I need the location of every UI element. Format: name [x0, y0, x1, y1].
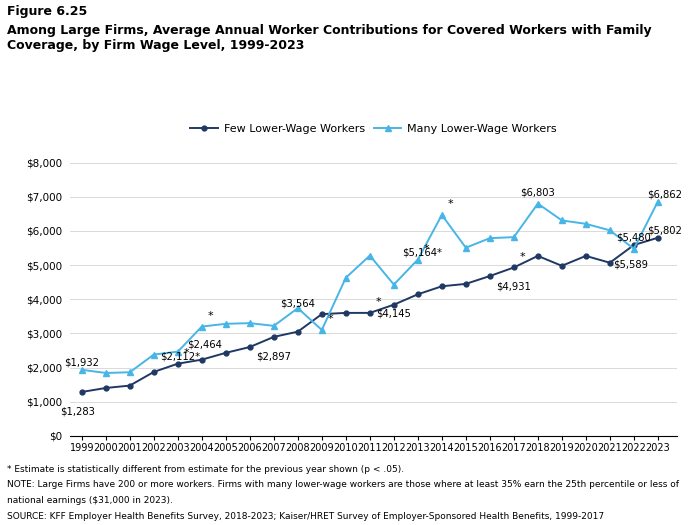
Many Lower-Wage Workers — [341, 275, 350, 281]
Many Lower-Wage Workers — [198, 323, 206, 330]
Many Lower-Wage Workers — [438, 212, 446, 218]
Few Lower-Wage Workers — [461, 281, 470, 287]
Many Lower-Wage Workers — [558, 217, 566, 224]
Text: $1,283: $1,283 — [60, 406, 95, 416]
Text: $4,931: $4,931 — [496, 282, 531, 292]
Text: *: * — [519, 252, 525, 262]
Few Lower-Wage Workers — [222, 350, 230, 356]
Many Lower-Wage Workers — [269, 323, 278, 329]
Many Lower-Wage Workers — [126, 369, 134, 375]
Many Lower-Wage Workers — [653, 198, 662, 205]
Text: $4,145: $4,145 — [376, 309, 411, 319]
Few Lower-Wage Workers — [246, 344, 254, 350]
Many Lower-Wage Workers — [581, 220, 590, 227]
Few Lower-Wage Workers — [510, 264, 518, 270]
Few Lower-Wage Workers — [438, 283, 446, 289]
Few Lower-Wage Workers — [558, 262, 566, 269]
Few Lower-Wage Workers — [149, 369, 158, 375]
Few Lower-Wage Workers — [102, 385, 110, 391]
Many Lower-Wage Workers — [318, 327, 326, 333]
Text: $6,803: $6,803 — [521, 187, 555, 197]
Text: *: * — [376, 297, 381, 307]
Text: SOURCE: KFF Employer Health Benefits Survey, 2018-2023; Kaiser/HRET Survey of Em: SOURCE: KFF Employer Health Benefits Sur… — [7, 512, 604, 521]
Many Lower-Wage Workers — [414, 256, 422, 262]
Text: $3,564: $3,564 — [281, 298, 315, 308]
Legend: Few Lower-Wage Workers, Many Lower-Wage Workers: Few Lower-Wage Workers, Many Lower-Wage … — [186, 119, 561, 138]
Text: $5,164*: $5,164* — [402, 248, 442, 258]
Few Lower-Wage Workers — [77, 389, 86, 395]
Line: Many Lower-Wage Workers: Many Lower-Wage Workers — [79, 198, 661, 376]
Many Lower-Wage Workers — [534, 201, 542, 207]
Few Lower-Wage Workers — [630, 242, 638, 248]
Text: $6,862: $6,862 — [647, 190, 683, 200]
Few Lower-Wage Workers — [198, 356, 206, 363]
Few Lower-Wage Workers — [534, 253, 542, 259]
Many Lower-Wage Workers — [246, 320, 254, 326]
Text: $2,897: $2,897 — [256, 351, 291, 361]
Text: NOTE: Large Firms have 200 or more workers. Firms with many lower-wage workers a: NOTE: Large Firms have 200 or more worke… — [7, 480, 679, 489]
Few Lower-Wage Workers — [174, 361, 182, 367]
Text: *: * — [327, 314, 333, 324]
Few Lower-Wage Workers — [366, 310, 374, 316]
Text: *: * — [447, 200, 453, 209]
Many Lower-Wage Workers — [174, 349, 182, 355]
Few Lower-Wage Workers — [318, 311, 326, 317]
Few Lower-Wage Workers — [606, 259, 614, 266]
Text: $2,464: $2,464 — [187, 340, 222, 350]
Text: *: * — [207, 311, 213, 321]
Many Lower-Wage Workers — [102, 370, 110, 376]
Text: Among Large Firms, Average Annual Worker Contributions for Covered Workers with : Among Large Firms, Average Annual Worker… — [7, 24, 652, 51]
Many Lower-Wage Workers — [630, 246, 638, 252]
Text: $5,589: $5,589 — [614, 259, 648, 269]
Few Lower-Wage Workers — [653, 235, 662, 241]
Text: national earnings ($31,000 in 2023).: national earnings ($31,000 in 2023). — [7, 496, 173, 505]
Few Lower-Wage Workers — [486, 273, 494, 279]
Many Lower-Wage Workers — [389, 281, 398, 288]
Text: *: * — [424, 244, 429, 254]
Many Lower-Wage Workers — [294, 305, 302, 311]
Many Lower-Wage Workers — [149, 351, 158, 358]
Few Lower-Wage Workers — [389, 301, 398, 308]
Many Lower-Wage Workers — [77, 366, 86, 373]
Text: $5,802: $5,802 — [647, 226, 682, 236]
Many Lower-Wage Workers — [222, 321, 230, 327]
Few Lower-Wage Workers — [581, 253, 590, 259]
Few Lower-Wage Workers — [126, 382, 134, 388]
Many Lower-Wage Workers — [461, 245, 470, 251]
Many Lower-Wage Workers — [606, 227, 614, 234]
Few Lower-Wage Workers — [294, 329, 302, 335]
Text: $1,932: $1,932 — [64, 358, 99, 368]
Line: Few Lower-Wage Workers: Few Lower-Wage Workers — [80, 235, 660, 394]
Few Lower-Wage Workers — [341, 310, 350, 316]
Text: * Estimate is statistically different from estimate for the previous year shown : * Estimate is statistically different fr… — [7, 465, 404, 474]
Few Lower-Wage Workers — [414, 291, 422, 298]
Few Lower-Wage Workers — [269, 334, 278, 340]
Text: Figure 6.25: Figure 6.25 — [7, 5, 87, 18]
Text: $5,480: $5,480 — [616, 233, 651, 243]
Many Lower-Wage Workers — [366, 253, 374, 259]
Many Lower-Wage Workers — [510, 234, 518, 240]
Text: *: * — [184, 348, 189, 358]
Many Lower-Wage Workers — [486, 235, 494, 242]
Text: $2,112*: $2,112* — [161, 352, 200, 362]
